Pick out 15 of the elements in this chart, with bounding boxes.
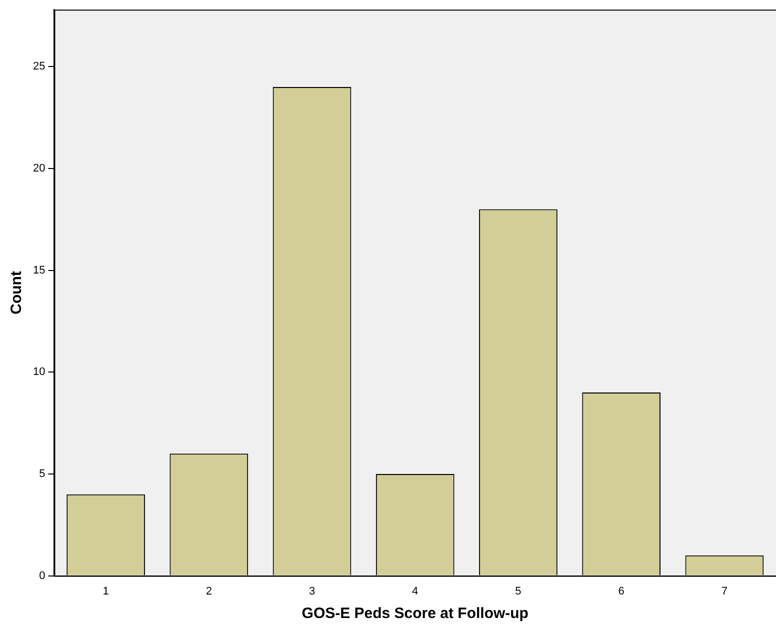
y-tick-label: 15 bbox=[32, 264, 46, 276]
y-tick-label: 0 bbox=[39, 570, 46, 582]
x-axis-title: GOS-E Peds Score at Follow-up bbox=[302, 605, 528, 622]
x-tick-label: 7 bbox=[721, 585, 728, 598]
y-tick-label: 10 bbox=[32, 366, 46, 378]
y-axis-title: Count bbox=[8, 271, 26, 314]
y-tick-label: 25 bbox=[32, 60, 46, 73]
x-tick-label: 6 bbox=[618, 585, 624, 598]
x-tick-label: 1 bbox=[102, 585, 109, 598]
x-tick-label: 3 bbox=[308, 585, 316, 598]
y-tick-label: 5 bbox=[39, 468, 46, 480]
y-tick-label: 20 bbox=[32, 162, 46, 174]
x-tick-label: 2 bbox=[206, 585, 212, 598]
x-tick-label: 4 bbox=[412, 585, 418, 598]
x-tick-label: 5 bbox=[515, 585, 522, 598]
